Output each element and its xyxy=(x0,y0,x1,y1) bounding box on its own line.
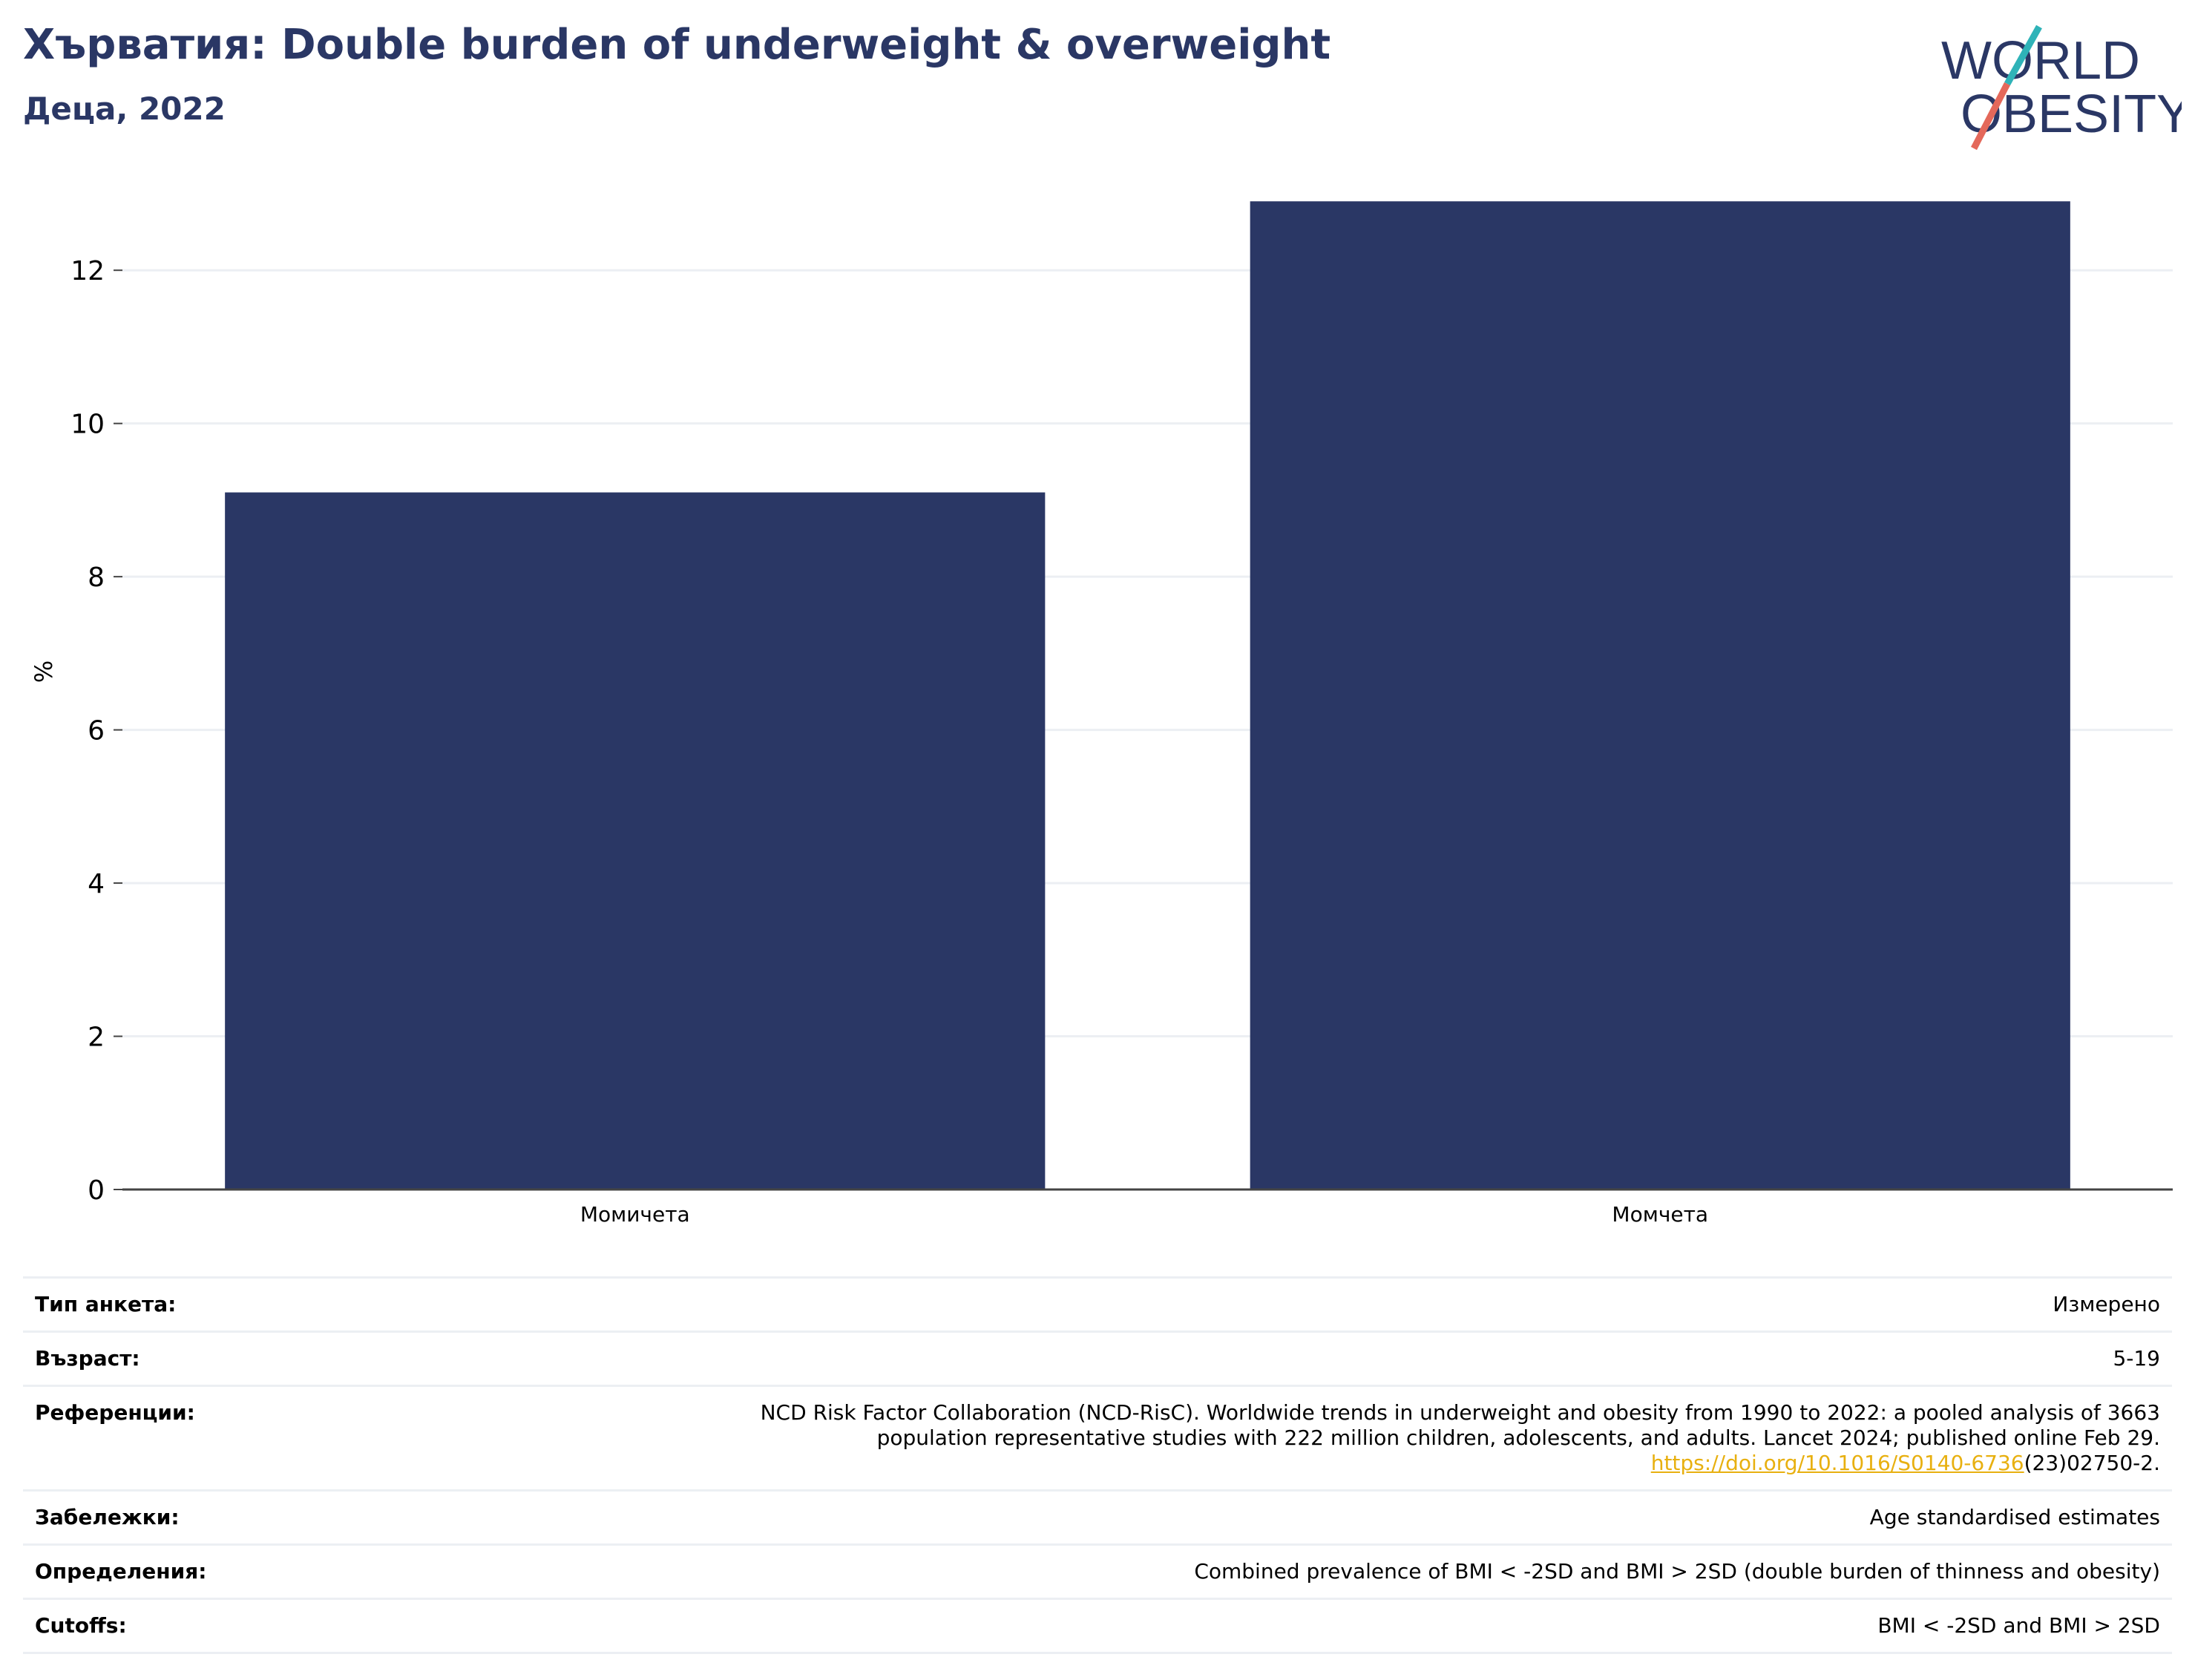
reference-line: NCD Risk Factor Collaboration (NCD-RisC)… xyxy=(760,1400,2160,1425)
metadata-value: Age standardised estimates xyxy=(344,1489,2172,1545)
x-category-label: Момичета xyxy=(580,1202,690,1227)
reference-line: population representative studies with 2… xyxy=(876,1425,2160,1450)
chart-subtitle: Деца, 2022 xyxy=(23,91,226,127)
chart-title: Хърватия: Double burden of underweight &… xyxy=(23,21,1331,69)
y-tick-label: 2 xyxy=(88,1023,105,1053)
y-tick-label: 0 xyxy=(88,1175,105,1206)
reference-doi-line: https://doi.org/10.1016/S0140-6736(23)02… xyxy=(355,1451,2160,1476)
metadata-row: Cutoffs: BMI < -2SD and BMI > 2SD xyxy=(23,1598,2172,1654)
metadata-key: Тип анкета: xyxy=(23,1276,344,1332)
metadata-table: Тип анкета: Измерено Възраст: 5-19 Референци… xyxy=(23,1276,2172,1654)
logo-line1: WORLD xyxy=(1941,31,2140,91)
y-tick-label: 4 xyxy=(88,869,105,899)
doi-link[interactable]: https://doi.org/10.1016/S0140-6736 xyxy=(1650,1451,2024,1475)
logo-slash-teal xyxy=(2004,24,2042,86)
bar xyxy=(1250,201,2070,1190)
y-tick-label: 8 xyxy=(88,562,105,593)
bars xyxy=(225,201,2070,1190)
bar-chart: 0 2 4 6 8 10 12 Момичета Момчета % xyxy=(30,201,2173,1227)
metadata-value: 5-19 xyxy=(344,1330,2172,1386)
metadata-row: Тип анкета: Измерено xyxy=(23,1276,2172,1332)
metadata-key: Определения: xyxy=(23,1543,344,1599)
metadata-value: BMI < -2SD and BMI > 2SD xyxy=(344,1598,2172,1654)
metadata-key: Забележки: xyxy=(23,1489,344,1545)
y-tick-label: 6 xyxy=(88,716,105,747)
metadata-key: Референции: xyxy=(23,1385,344,1491)
metadata-row: Забележки: Age standardised estimates xyxy=(23,1489,2172,1545)
metadata-value: NCD Risk Factor Collaboration (NCD-RisC)… xyxy=(344,1385,2172,1491)
metadata-value: Combined prevalence of BMI < -2SD and BM… xyxy=(344,1543,2172,1599)
x-axis-labels: Момичета Момчета xyxy=(580,1202,1708,1227)
metadata-key: Възраст: xyxy=(23,1330,344,1386)
y-tick-label: 10 xyxy=(70,410,105,440)
y-tick-label: 12 xyxy=(70,256,105,286)
metadata-key: Cutoffs: xyxy=(23,1598,344,1654)
bar xyxy=(225,492,1046,1190)
y-axis-label: % xyxy=(30,660,58,683)
doi-suffix: (23)02750-2. xyxy=(2024,1451,2160,1475)
logo-slash-coral xyxy=(1971,82,2010,151)
y-axis-ticks: 0 2 4 6 8 10 12 xyxy=(70,256,122,1206)
metadata-row: Определения: Combined prevalence of BMI <… xyxy=(23,1543,2172,1599)
x-category-label: Момчета xyxy=(1612,1202,1708,1227)
metadata-value: Измерено xyxy=(344,1276,2172,1332)
world-obesity-logo: WORLD OBESITY xyxy=(1929,21,2192,154)
metadata-row: Възраст: 5-19 xyxy=(23,1330,2172,1386)
metadata-row: Референции: NCD Risk Factor Collaboration… xyxy=(23,1385,2172,1491)
